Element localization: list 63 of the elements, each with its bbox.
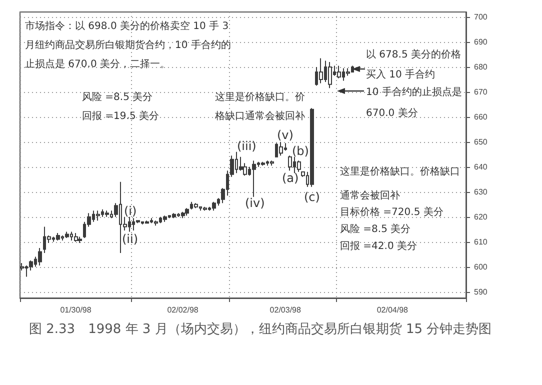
annotation: 风险 =8.5 美分 [82, 91, 153, 103]
candlestick [145, 220, 149, 224]
y-tick-label: 630 [474, 187, 488, 196]
annotation: (i) [124, 204, 137, 218]
annotation: 这里是价格缺口。价格缺口通常会被回补 [214, 91, 305, 122]
annotation: 风险 =8.5 美分 [340, 223, 411, 235]
annotation: (v) [277, 128, 294, 142]
candlestick [288, 155, 292, 172]
candlestick [181, 211, 185, 219]
candlestick [346, 68, 350, 76]
candlestick [78, 236, 82, 244]
y-tick-label: 650 [474, 137, 488, 146]
candlestick [239, 156, 243, 172]
annotation: (iv) [245, 196, 265, 210]
annotation: 市场指令：以 698.0 美分的价格卖空 10 手 3 月纽约商品交易所白银期货合约，10 手合约的止损点是 670.0 美分，二择一。 [25, 20, 232, 70]
text: 这里是价格缺口。价格缺口通常会被回补 [340, 166, 460, 202]
x-tick-label: 02/03/98 [270, 306, 302, 314]
candlestick [203, 206, 207, 212]
candlestick [261, 161, 265, 166]
candlestick [105, 210, 109, 218]
annotation: 目标价格 =720.5 美分 [340, 206, 444, 218]
annotation: (ii) [122, 232, 138, 246]
y-tick-label: 680 [474, 62, 488, 72]
candlestick [74, 232, 78, 242]
candlestick [319, 58, 323, 84]
x-tick-label: 02/02/98 [167, 306, 199, 314]
x-tick-label: 01/30/98 [60, 306, 92, 314]
annotation: (a) [282, 171, 299, 185]
candlestick [328, 61, 332, 89]
y-tick-label: 610 [474, 237, 488, 246]
annotation: (iii) [237, 139, 256, 153]
y-tick-label: 590 [474, 287, 488, 296]
candlestick [185, 208, 189, 216]
candlestick [38, 248, 42, 266]
candlestick [270, 160, 274, 166]
candlestick [194, 202, 198, 209]
annotation: (b) [292, 144, 309, 158]
text: 图 2.33 1998 年 3 月（场内交易），纽约商品交易所白银期货 15 分钟走势图 [29, 321, 492, 337]
y-tick-label: 670 [474, 87, 488, 96]
y-tick-label: 690 [474, 37, 488, 46]
annotation: 以 678.5 美分的价格买入 10 手合约 [366, 48, 461, 80]
candlestick [154, 220, 158, 226]
annotation: (c) [304, 190, 320, 204]
y-tick-label: 700 [474, 12, 488, 22]
y-tick-label: 640 [474, 162, 488, 172]
y-tick-label: 600 [474, 262, 488, 272]
annotation: 10 手合约的止损点是670.0 美分 [366, 86, 462, 119]
annotation: 回报 =19.5 美分 [82, 110, 160, 122]
candlestick [310, 108, 314, 188]
candlestick [279, 141, 283, 156]
candlestick [96, 210, 100, 222]
candlestick [163, 215, 167, 222]
candlestick [252, 160, 256, 198]
candlestick [337, 65, 341, 79]
y-tick-label: 620 [474, 212, 488, 222]
candlestick [65, 231, 69, 239]
y-tick-label: 660 [474, 112, 488, 122]
candlestick [297, 160, 301, 172]
annotation: 回报 =42.0 美分 [340, 240, 418, 252]
candlestick [172, 212, 176, 219]
candlestick [56, 232, 60, 242]
candlestick [212, 201, 216, 212]
x-tick-label: 02/04/98 [376, 306, 409, 314]
